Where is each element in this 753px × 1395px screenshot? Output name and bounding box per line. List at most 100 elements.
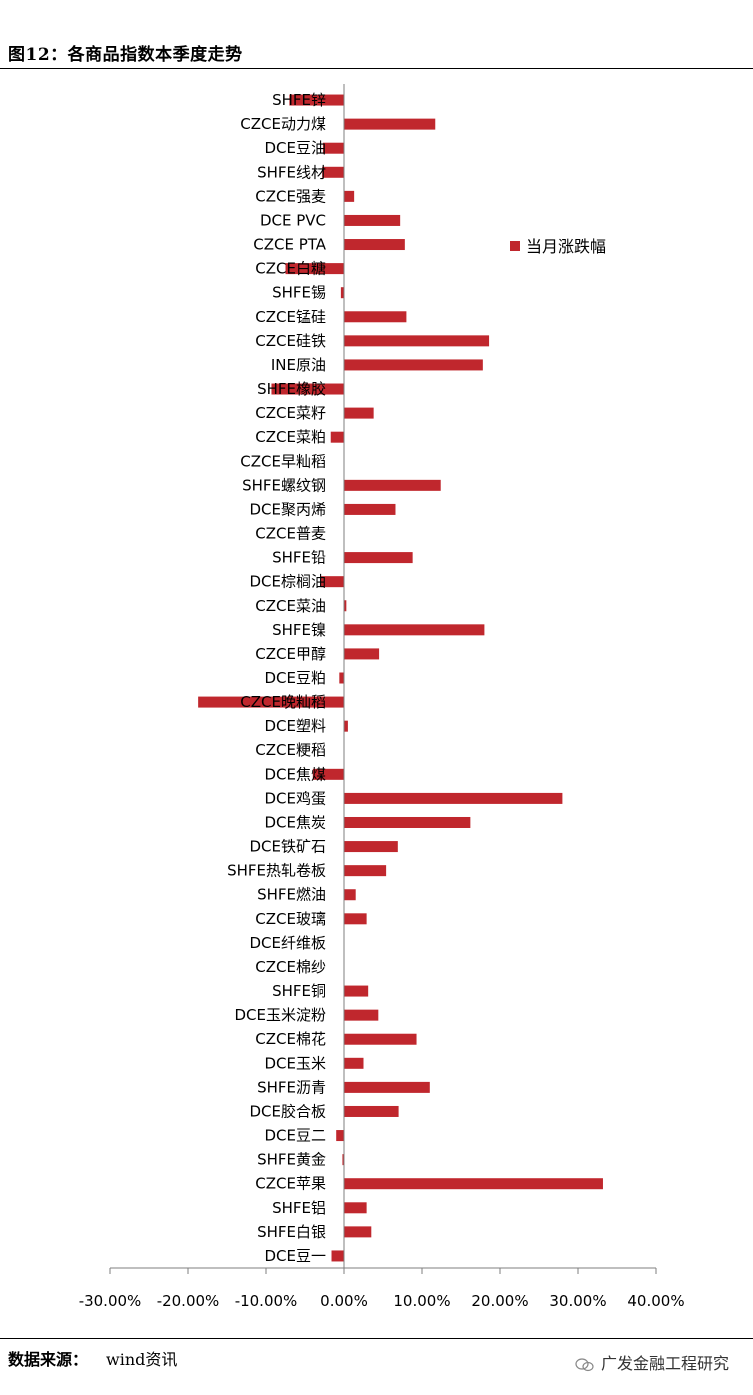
watermark-text: 广发金融工程研究 (600, 1354, 729, 1373)
bar-chart: SHFE锌 CZCE动力煤 DCE豆油 SHFE线材 CZCE强麦 DCE PVC CZCE… (79, 84, 685, 1310)
bar (344, 865, 387, 877)
category-label: DCE胶合板 (249, 1102, 326, 1120)
legend-label: 当月涨跌幅 (526, 237, 606, 256)
x-tick-label: 30.00% (549, 1292, 606, 1310)
category-label: CZCE动力煤 (240, 115, 326, 133)
bar (322, 142, 344, 154)
bar (285, 263, 344, 275)
x-ticks-group: -30.00% -20.00% -10.00% 0.00% 10.00% 20.00% 30… (79, 1268, 685, 1310)
category-label: SHFE铅 (272, 549, 326, 567)
category-label: SHFE沥青 (257, 1078, 326, 1096)
bar (344, 407, 374, 419)
category-label: DCE聚丙烯 (249, 500, 326, 518)
bar (344, 913, 367, 925)
bar (344, 889, 356, 901)
category-label: SHFE铜 (272, 982, 326, 1000)
category-label: SHFE镍 (272, 621, 326, 639)
bar (344, 624, 485, 636)
category-label: DCE棕榈油 (249, 573, 326, 591)
bar (344, 239, 405, 251)
category-label: CZCE菜粕 (255, 428, 326, 446)
bar (344, 1202, 367, 1214)
legend: 当月涨跌幅 (510, 237, 606, 256)
bar (344, 720, 348, 732)
bar (344, 1081, 430, 1093)
bar (198, 696, 344, 708)
bar (344, 118, 436, 130)
category-label: DCE PVC (260, 211, 326, 229)
category-label: CZCE PTA (253, 236, 327, 254)
bar (322, 166, 344, 178)
category-label: SHFE橡胶 (257, 380, 326, 398)
category-label: CZCE菜籽 (255, 404, 326, 422)
bar (344, 1178, 603, 1190)
bars-group (198, 94, 603, 1262)
category-label: SHFE铝 (272, 1199, 326, 1217)
x-tick-label: 0.00% (320, 1292, 368, 1310)
category-label: SHFE热轧卷板 (227, 862, 326, 880)
bar (344, 816, 471, 828)
bar (344, 214, 401, 226)
bar (330, 431, 344, 443)
category-label: CZCE硅铁 (255, 332, 326, 350)
top-rule (0, 68, 753, 69)
bar (344, 1105, 399, 1117)
category-label: DCE塑料 (264, 717, 326, 735)
bar (344, 552, 413, 564)
bar (344, 359, 483, 371)
category-label: SHFE黄金 (257, 1151, 326, 1169)
watermark: 广发金融工程研究 (575, 1350, 729, 1374)
bar (344, 841, 398, 853)
bottom-rule (0, 1338, 753, 1339)
x-tick-label: 20.00% (471, 1292, 528, 1310)
wechat-icon (575, 1357, 594, 1371)
category-label: CZCE苹果 (255, 1175, 326, 1193)
bar (312, 768, 344, 780)
category-label: DCE焦炭 (264, 813, 326, 831)
bar (336, 1130, 344, 1142)
bar (339, 672, 344, 684)
bar (271, 383, 344, 395)
category-label: CZCE粳稻 (255, 741, 326, 759)
bar (344, 1226, 372, 1238)
category-label: SHFE锌 (272, 91, 326, 109)
bar (344, 503, 396, 515)
x-tick-label: -30.00% (79, 1292, 142, 1310)
category-label: CZCE甲醇 (255, 645, 326, 663)
bar (344, 792, 563, 804)
legend-swatch (510, 241, 520, 251)
category-label: DCE豆油 (264, 139, 326, 157)
category-label: CZCE普麦 (255, 525, 326, 543)
category-label: DCE铁矿石 (249, 838, 326, 856)
category-label: CZCE玻璃 (255, 910, 326, 928)
category-label: INE原油 (271, 356, 326, 374)
source-note: 数据来源： wind资讯 (8, 1346, 177, 1370)
bar (344, 190, 355, 202)
category-label: CZCE白糖 (255, 260, 326, 278)
bar (344, 335, 490, 347)
bar (344, 1033, 417, 1045)
bar (342, 1154, 344, 1166)
bar (344, 1009, 379, 1021)
bar (344, 1057, 364, 1069)
category-label: CZCE晚籼稻 (240, 693, 326, 711)
x-tick-label: -10.00% (235, 1292, 298, 1310)
category-label: SHFE燃油 (257, 886, 326, 904)
x-tick-label: 10.00% (393, 1292, 450, 1310)
category-label: CZCE菜油 (255, 597, 326, 615)
category-label: SHFE线材 (257, 163, 326, 181)
source-value: wind资讯 (106, 1350, 178, 1369)
bar (344, 600, 347, 612)
category-label: CZCE棉花 (255, 1030, 326, 1048)
bar (320, 576, 344, 588)
category-label: CZCE强麦 (255, 187, 326, 205)
category-labels-group: SHFE锌 CZCE动力煤 DCE豆油 SHFE线材 CZCE强麦 DCE PVC CZCE… (227, 91, 327, 1265)
bar (344, 985, 369, 997)
x-tick-label: -20.00% (157, 1292, 220, 1310)
category-label: DCE豆一 (264, 1247, 326, 1265)
category-label: SHFE螺纹钢 (242, 476, 326, 494)
bar (344, 648, 380, 660)
category-label: DCE豆二 (264, 1127, 326, 1145)
bar (340, 287, 344, 299)
category-label: DCE焦煤 (264, 765, 326, 783)
